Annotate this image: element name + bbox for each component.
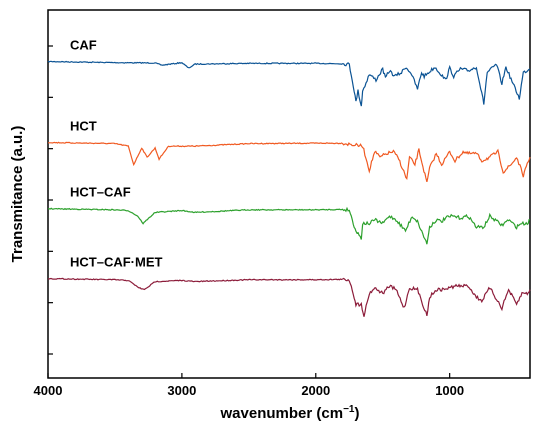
series-lines <box>47 60 531 317</box>
x-axis-ticks: 4000 3000 2000 1000 <box>34 373 464 398</box>
x-tick-label: 3000 <box>167 383 196 398</box>
x-axis-title-main: wavenumber (cm <box>220 405 344 422</box>
series-label-2: HCT–CAF <box>70 185 131 200</box>
y-axis-ticks <box>48 45 53 355</box>
x-axis-title-sup: −1 <box>343 404 355 415</box>
y-axis-title: Transmitance (a.u.) <box>9 126 26 263</box>
series-line-1 <box>48 141 531 183</box>
series-line-0 <box>47 60 531 107</box>
x-axis-title: wavenumber (cm−1) <box>220 404 360 422</box>
plot-frame <box>47 9 531 379</box>
x-tick-label: 4000 <box>34 383 63 398</box>
x-axis-title-end: ) <box>354 405 359 422</box>
x-tick-label: 1000 <box>435 383 464 398</box>
series-label-0: CAF <box>70 38 97 53</box>
series-label-3: HCT–CAF·MET <box>70 255 162 270</box>
series-label-1: HCT <box>70 118 97 133</box>
series-line-3 <box>47 277 531 317</box>
x-tick-label: 2000 <box>301 383 330 398</box>
series-labels: CAF HCT HCT–CAF HCT–CAF·MET <box>70 38 162 270</box>
series-line-2 <box>47 206 531 245</box>
